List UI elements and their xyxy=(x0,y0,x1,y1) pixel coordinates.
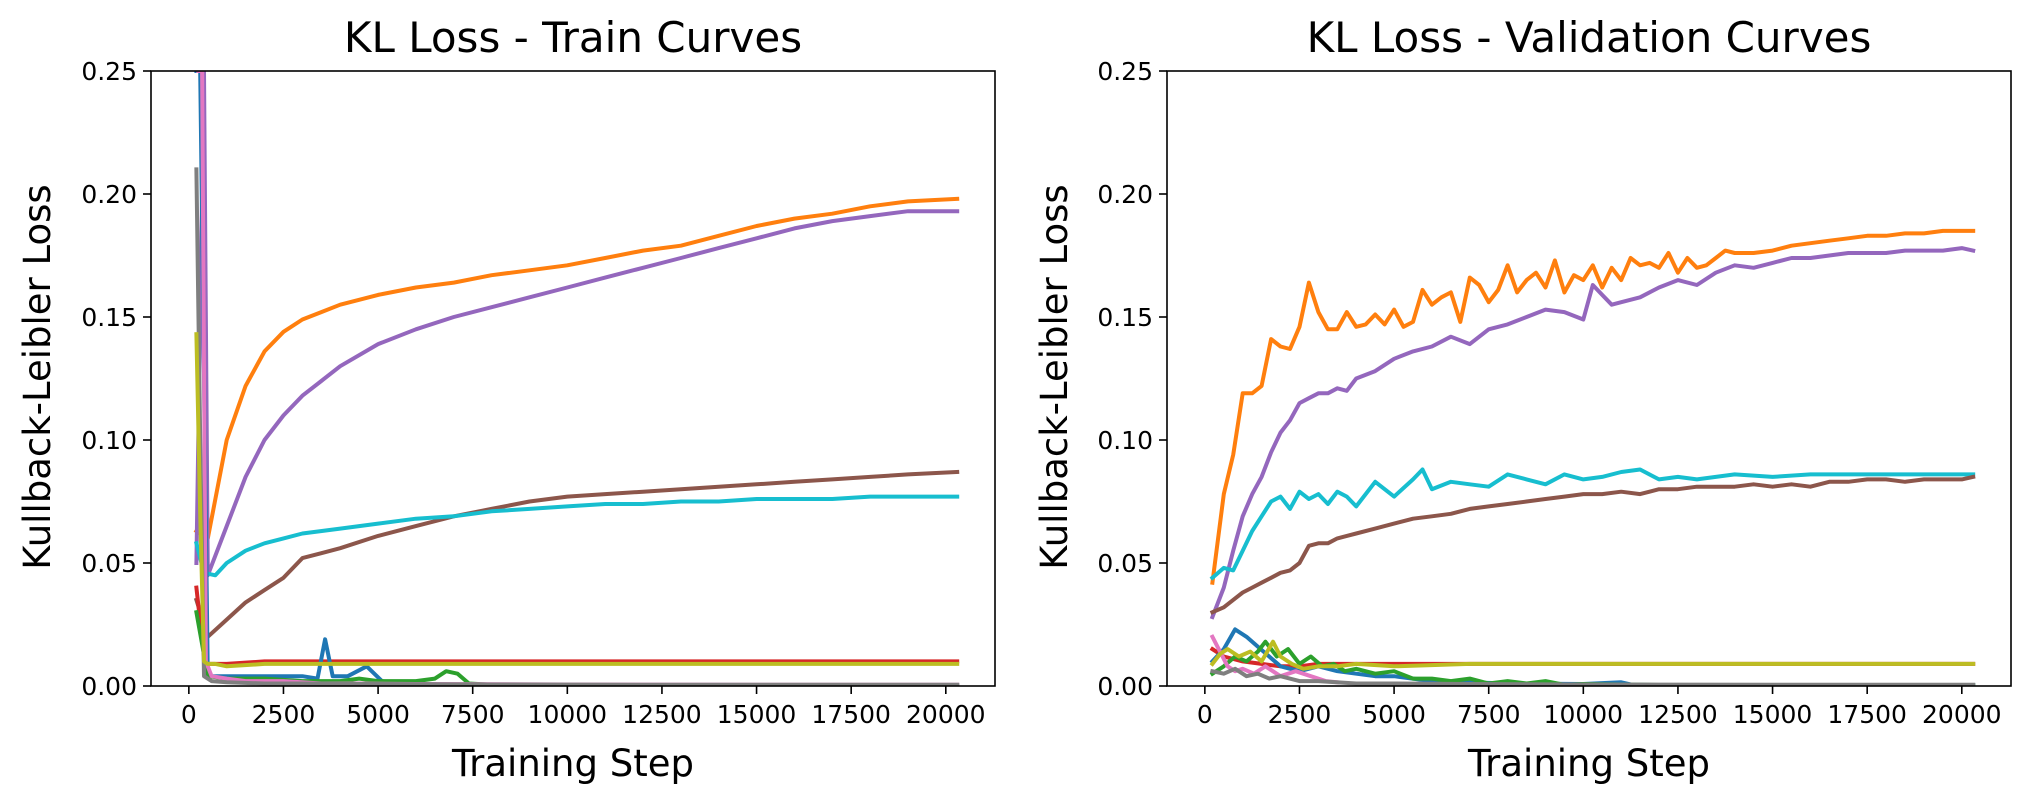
x-tick-label: 5000 xyxy=(346,700,410,729)
x-tick-label: 12500 xyxy=(622,700,702,729)
y-tick-label: 0.20 xyxy=(81,180,137,209)
x-tick-label: 12500 xyxy=(1638,700,1718,729)
series-line-3 xyxy=(1209,474,1976,615)
y-axis-label: Kullback-Leibler Loss xyxy=(16,184,59,569)
x-tick-label: 7500 xyxy=(441,700,505,729)
series-line-4 xyxy=(194,585,960,666)
y-tick-label: 0.15 xyxy=(81,303,137,332)
y-tick-label: 0.25 xyxy=(1097,57,1153,86)
train-curves-panel: KL Loss - Train Curves Kullback-Leibler … xyxy=(16,13,996,785)
x-tick-label: 17500 xyxy=(1827,700,1907,729)
x-tick-label: 20000 xyxy=(906,700,986,729)
y-tick-label: 0.00 xyxy=(81,672,137,701)
x-tick-label: 2500 xyxy=(1268,700,1332,729)
x-tick-label: 15000 xyxy=(717,700,797,729)
y-axis-label: Kullback-Leibler Loss xyxy=(1033,184,1076,569)
plot-frame xyxy=(150,70,996,687)
series-line-9 xyxy=(1209,639,1976,671)
y-tick-label: 0.10 xyxy=(1097,426,1153,455)
series-line-2 xyxy=(1209,467,1976,581)
chart-title: KL Loss - Validation Curves xyxy=(1307,13,1872,62)
axis-ticks: 0 2500 5000 7500 10000 12500 15000 17500 20000 0.… xyxy=(81,57,985,729)
series-line-9 xyxy=(194,332,960,669)
series-line-8 xyxy=(194,167,960,686)
series-line-0 xyxy=(1210,228,1976,585)
series-line-7 xyxy=(1209,634,1340,685)
axis-ticks: 0 2500 5000 7500 10000 12500 15000 17500 20000 0.… xyxy=(1097,57,2001,729)
y-tick-label: 0.10 xyxy=(81,426,137,455)
y-tick-label: 0.25 xyxy=(81,57,137,86)
y-tick-label: 0.05 xyxy=(1097,549,1153,578)
series-line-5 xyxy=(194,71,960,686)
chart-title: KL Loss - Train Curves xyxy=(344,13,802,62)
x-tick-label: 0 xyxy=(1197,700,1213,729)
series-line-6 xyxy=(194,609,960,686)
series-line-8 xyxy=(1210,666,1976,686)
x-tick-label: 5000 xyxy=(1362,700,1426,729)
y-tick-label: 0.20 xyxy=(1097,180,1153,209)
x-tick-label: 10000 xyxy=(1544,700,1624,729)
y-tick-label: 0.05 xyxy=(81,549,137,578)
y-tick-label: 0.00 xyxy=(1097,672,1153,701)
series-lines xyxy=(1209,228,1976,686)
series-line-6 xyxy=(1209,639,1976,686)
series-line-3 xyxy=(193,494,960,578)
x-tick-label: 10000 xyxy=(528,700,608,729)
plot-frame xyxy=(1166,70,2012,687)
validation-curves-panel: KL Loss - Validation Curves Kullback-Lei… xyxy=(1033,13,2012,785)
x-axis-label: Training Step xyxy=(451,742,694,785)
series-line-5 xyxy=(1209,627,1976,686)
x-tick-label: 2500 xyxy=(252,700,316,729)
x-tick-label: 15000 xyxy=(1733,700,1813,729)
x-tick-label: 7500 xyxy=(1457,700,1521,729)
series-line-7 xyxy=(196,71,960,686)
series-line-1 xyxy=(1209,246,1976,620)
x-tick-label: 0 xyxy=(181,700,197,729)
x-tick-label: 17500 xyxy=(811,700,891,729)
x-axis-label: Training Step xyxy=(1467,742,1710,785)
series-line-1 xyxy=(194,71,960,578)
y-tick-label: 0.15 xyxy=(1097,303,1153,332)
x-tick-label: 20000 xyxy=(1922,700,2002,729)
series-lines xyxy=(193,71,960,686)
series-line-0 xyxy=(193,196,960,541)
